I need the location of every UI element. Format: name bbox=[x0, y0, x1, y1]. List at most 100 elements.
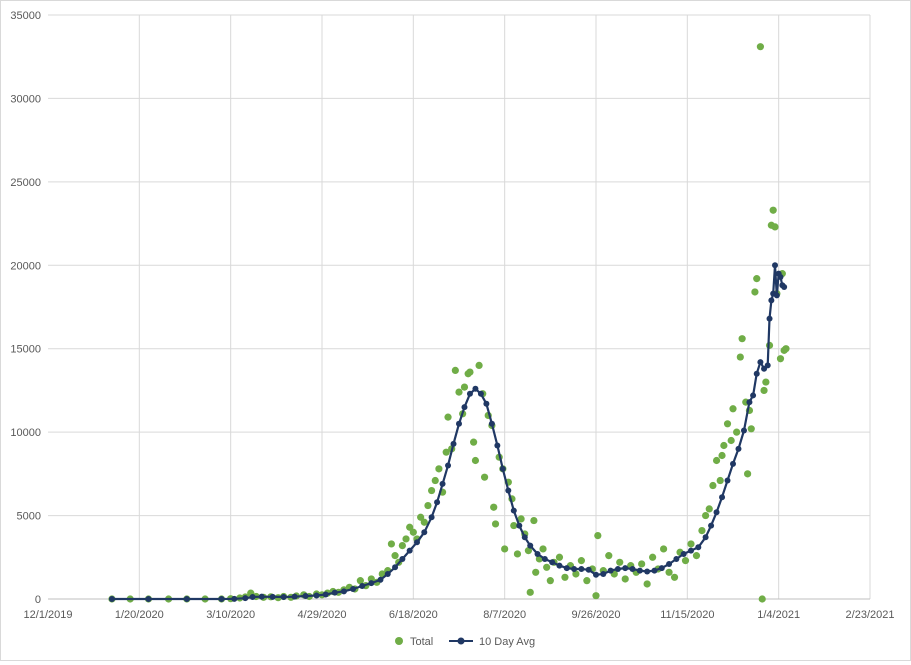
data-point-10-day-avg bbox=[622, 565, 629, 572]
data-point-total bbox=[681, 557, 690, 565]
data-point-10-day-avg bbox=[350, 585, 357, 592]
data-point-total bbox=[532, 568, 540, 576]
data-point-total bbox=[577, 557, 585, 565]
data-point-total bbox=[356, 577, 364, 585]
data-point-total bbox=[638, 560, 646, 568]
data-point-total bbox=[444, 413, 452, 421]
data-point-total bbox=[583, 577, 591, 585]
data-point-10-day-avg bbox=[766, 315, 773, 322]
x-tick-label: 9/26/2020 bbox=[572, 609, 621, 621]
data-point-10-day-avg bbox=[242, 595, 249, 602]
data-point-10-day-avg bbox=[258, 593, 265, 600]
data-point-10-day-avg bbox=[456, 420, 462, 427]
data-point-total bbox=[758, 595, 766, 603]
data-point-10-day-avg bbox=[291, 593, 298, 600]
data-point-total bbox=[760, 386, 768, 395]
data-point-total bbox=[524, 547, 533, 555]
legend-marker-total bbox=[395, 637, 403, 645]
data-point-10-day-avg bbox=[249, 593, 256, 600]
data-point-10-day-avg bbox=[571, 565, 578, 572]
data-point-10-day-avg bbox=[750, 392, 757, 399]
x-tick-label: 12/1/2019 bbox=[24, 609, 73, 621]
data-point-10-day-avg bbox=[302, 592, 309, 599]
data-point-total bbox=[744, 470, 752, 478]
data-point-total bbox=[402, 535, 410, 543]
y-tick-label: 0 bbox=[35, 594, 41, 606]
data-point-10-day-avg bbox=[585, 566, 592, 573]
data-point-10-day-avg bbox=[746, 399, 753, 406]
data-point-total bbox=[526, 588, 534, 596]
data-point-10-day-avg bbox=[359, 582, 366, 589]
data-point-total bbox=[561, 573, 569, 581]
data-point-total bbox=[513, 550, 522, 558]
data-point-10-day-avg bbox=[331, 589, 338, 596]
data-point-10-day-avg bbox=[666, 560, 673, 567]
data-point-total bbox=[460, 383, 469, 391]
data-point-total bbox=[782, 345, 790, 353]
data-point-total bbox=[720, 441, 728, 450]
data-point-10-day-avg bbox=[600, 570, 607, 577]
data-point-total bbox=[424, 501, 432, 510]
data-point-total bbox=[692, 552, 701, 560]
data-point-total bbox=[751, 288, 759, 296]
data-point-10-day-avg bbox=[740, 427, 747, 434]
data-point-total bbox=[670, 573, 679, 581]
data-point-total bbox=[702, 511, 710, 520]
data-point-total bbox=[771, 223, 779, 231]
data-point-10-day-avg bbox=[384, 570, 391, 577]
data-point-total bbox=[762, 378, 770, 386]
x-tick-label: 4/29/2020 bbox=[298, 609, 347, 621]
data-point-total bbox=[431, 476, 439, 485]
data-point-total bbox=[539, 545, 547, 553]
data-point-10-day-avg bbox=[413, 539, 420, 546]
data-point-total bbox=[665, 568, 673, 576]
data-point-10-day-avg bbox=[434, 499, 441, 506]
data-point-10-day-avg bbox=[768, 297, 775, 304]
data-point-10-day-avg bbox=[680, 550, 687, 557]
data-point-total bbox=[543, 563, 551, 571]
data-point-total bbox=[727, 436, 735, 445]
data-point-10-day-avg bbox=[764, 362, 771, 369]
data-point-10-day-avg bbox=[702, 534, 709, 541]
data-point-total bbox=[428, 486, 436, 495]
data-point-10-day-avg bbox=[724, 477, 731, 484]
x-tick-label: 11/15/2020 bbox=[660, 609, 714, 621]
data-point-10-day-avg bbox=[483, 400, 490, 407]
data-point-10-day-avg bbox=[614, 565, 621, 572]
legend-label-10-day-avg: 10 Day Avg bbox=[479, 636, 535, 648]
y-tick-label: 35000 bbox=[10, 10, 41, 22]
data-point-10-day-avg bbox=[477, 390, 484, 397]
data-point-10-day-avg bbox=[563, 565, 570, 572]
data-point-total bbox=[546, 577, 554, 585]
data-point-10-day-avg bbox=[719, 494, 726, 501]
legend-item-total: Total bbox=[395, 636, 433, 648]
data-point-total bbox=[406, 523, 414, 531]
data-point-total bbox=[594, 531, 602, 540]
x-tick-label: 6/18/2020 bbox=[389, 609, 438, 621]
data-point-10-day-avg bbox=[472, 385, 479, 392]
data-point-10-day-avg bbox=[735, 445, 742, 452]
y-tick-label: 30000 bbox=[10, 93, 41, 105]
data-point-total bbox=[712, 456, 721, 465]
y-tick-label: 10000 bbox=[10, 427, 41, 439]
data-point-10-day-avg bbox=[421, 529, 428, 536]
data-point-total bbox=[517, 515, 525, 523]
data-point-total bbox=[605, 552, 613, 560]
data-point-10-day-avg bbox=[521, 534, 528, 541]
data-point-total bbox=[490, 503, 498, 511]
data-point-10-day-avg bbox=[445, 462, 452, 469]
data-point-total bbox=[716, 476, 724, 485]
data-point-10-day-avg bbox=[392, 564, 399, 571]
data-point-10-day-avg bbox=[687, 547, 694, 554]
data-point-10-day-avg bbox=[534, 550, 541, 557]
data-point-10-day-avg bbox=[505, 487, 512, 494]
y-tick-label: 5000 bbox=[17, 511, 41, 523]
series-10-day-avg bbox=[108, 262, 788, 602]
data-point-total bbox=[470, 438, 478, 446]
data-point-10-day-avg bbox=[556, 562, 563, 569]
legend: Total 10 Day Avg bbox=[395, 636, 535, 648]
data-point-10-day-avg bbox=[488, 420, 495, 427]
y-tick-labels: 0 5000 10000 15000 20000 25000 30000 35000 bbox=[10, 10, 41, 606]
data-point-10-day-avg bbox=[499, 465, 506, 472]
